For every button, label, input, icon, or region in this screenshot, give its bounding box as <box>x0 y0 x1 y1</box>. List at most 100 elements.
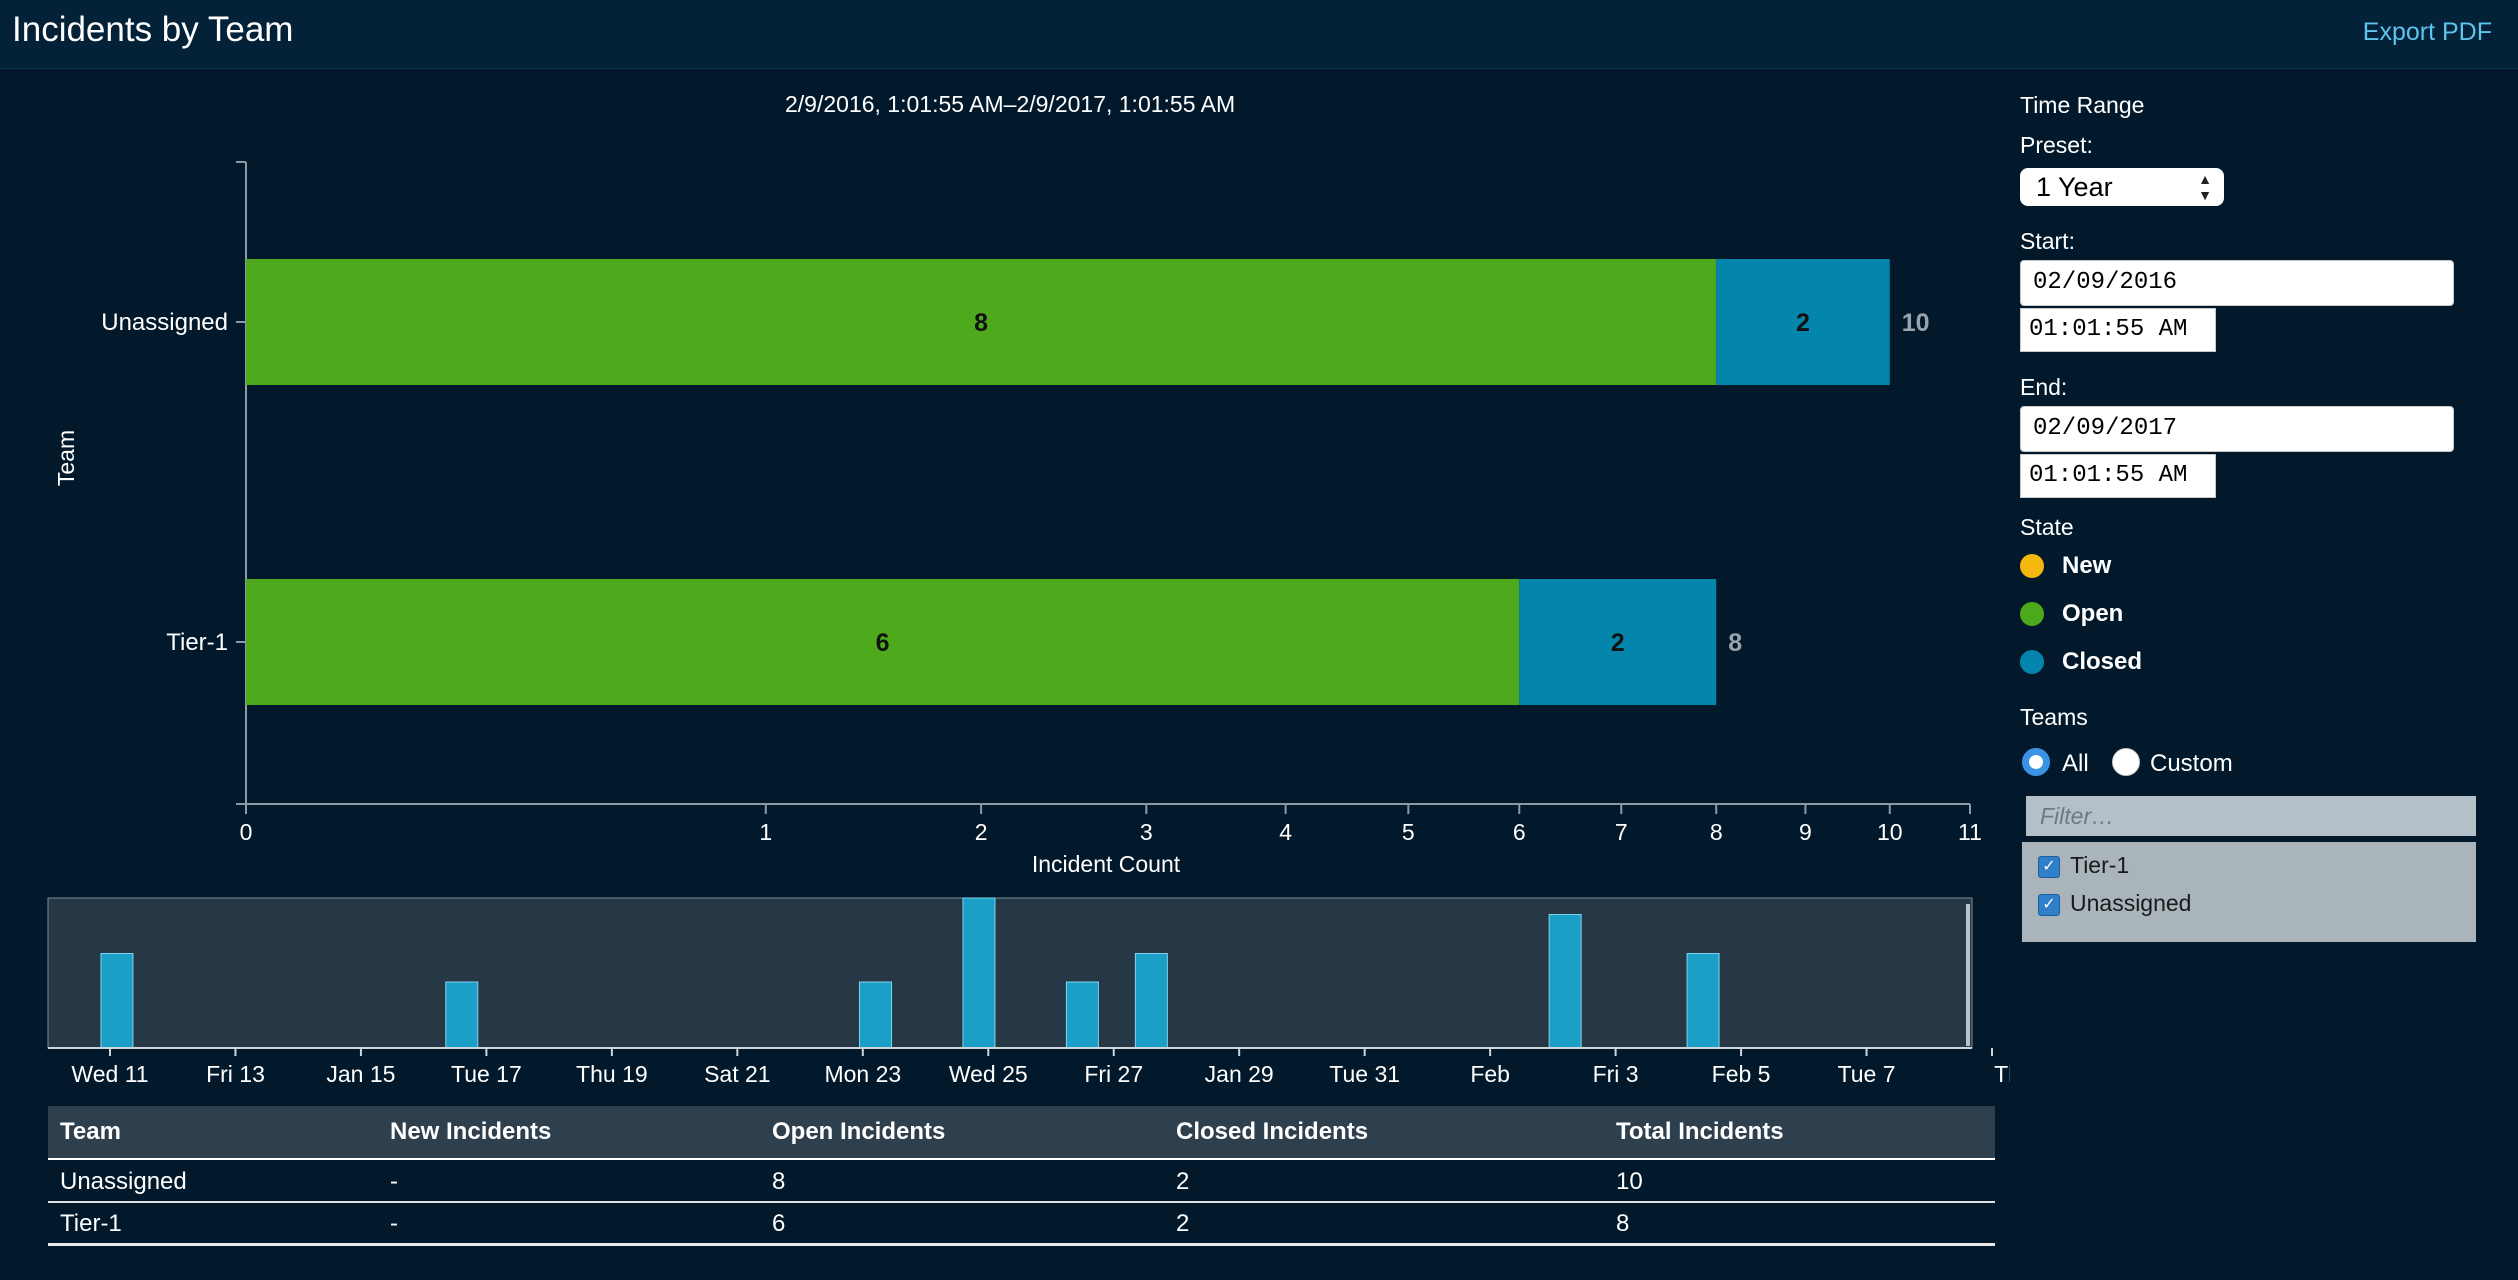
timeline-bar <box>1548 914 1582 1049</box>
bar-segment-open <box>246 259 1717 385</box>
timeline-brush-chart[interactable]: Wed 11 Fri 13 Jan 15 Tue 17 Thu 19 Sat 21 Mon … <box>0 890 2010 1100</box>
x-tick-label: 0 <box>240 819 253 845</box>
app-header: Incidents by Team Export PDF <box>0 0 2518 69</box>
cell-closed: 2 <box>1176 1210 1190 1237</box>
timeline-bar <box>962 897 996 1049</box>
bar-segment-open <box>246 579 1520 705</box>
teams-all-radio[interactable] <box>2022 748 2050 776</box>
end-time-input[interactable]: 01:01:55 AM <box>2020 454 2216 498</box>
timeline-bar <box>1134 953 1168 1049</box>
column-header-closed[interactable]: Closed Incidents <box>1176 1118 1369 1145</box>
timeline-bar <box>445 981 479 1049</box>
end-label: End: <box>2020 374 2068 400</box>
teams-heading: Teams <box>2020 704 2088 730</box>
bar-total-label: 8 <box>1728 629 1742 657</box>
bar-value-label: 8 <box>974 309 988 337</box>
incidents-bar-chart: 0 1 2 3 4 5 6 7 8 9 10 11 Incident Count Team Unassign… <box>53 161 1982 877</box>
state-heading: State <box>2020 514 2074 540</box>
x-axis-title: Incident Count <box>1032 851 1181 877</box>
new-state-dot-icon <box>2020 554 2044 578</box>
timeline-tick-label: Wed 11 <box>71 1061 148 1087</box>
table-row: Unassigned - 8 2 10 <box>48 1160 1995 1203</box>
x-tick-label: 2 <box>975 819 988 845</box>
bar-total-label: 10 <box>1902 309 1930 337</box>
timeline-background <box>47 897 1973 1049</box>
closed-state-dot-icon <box>2020 650 2044 674</box>
x-tick-label: 5 <box>1402 819 1415 845</box>
x-tick-label: 7 <box>1615 819 1628 845</box>
cell-open: 6 <box>772 1210 786 1237</box>
brush-handle <box>1966 904 1970 1046</box>
time-range-label: 2/9/2016, 1:01:55 AM–2/9/2017, 1:01:55 A… <box>785 91 1236 117</box>
x-tick-label: 9 <box>1799 819 1812 845</box>
column-header-open[interactable]: Open Incidents <box>772 1118 946 1145</box>
page-title: Incidents by Team <box>12 10 294 49</box>
x-tick-label: 8 <box>1710 819 1723 845</box>
timeline-tick-label: Thu 19 <box>576 1061 648 1087</box>
timeline-tick-label: Fri 13 <box>206 1061 265 1087</box>
cell-open: 8 <box>772 1168 786 1195</box>
timeline-bar <box>1065 981 1099 1049</box>
column-header-total[interactable]: Total Incidents <box>1616 1118 1784 1145</box>
x-tick-label: 10 <box>1877 819 1903 845</box>
bar-value-label: 6 <box>876 629 890 657</box>
timeline-bar <box>100 953 134 1049</box>
preset-select[interactable]: 1 Year ▲ ▼ <box>2020 168 2224 206</box>
preset-value: 1 Year <box>2036 172 2113 202</box>
preset-label: Preset: <box>2020 132 2093 158</box>
timeline-tick-label: Jan 29 <box>1205 1061 1274 1087</box>
teams-custom-radio[interactable] <box>2112 748 2140 776</box>
timeline-tick-label: Sat 21 <box>704 1061 771 1087</box>
timeline-tick-label: Tue 31 <box>1329 1061 1400 1087</box>
x-tick-label: 6 <box>1513 819 1526 845</box>
teams-all-label: All <box>2062 750 2089 777</box>
x-tick-label: 3 <box>1140 819 1153 845</box>
x-tick-label: 4 <box>1279 819 1292 845</box>
cell-total: 10 <box>1616 1168 1643 1195</box>
bar-segment-closed <box>1716 259 1890 385</box>
timeline-tick-label: Fri 3 <box>1593 1061 1639 1087</box>
bar-value-label: 2 <box>1796 309 1810 337</box>
y-tick-label: Unassigned <box>101 309 228 336</box>
cell-team: Tier-1 <box>60 1210 122 1237</box>
cell-new: - <box>390 1168 398 1195</box>
state-label-new: New <box>2062 552 2112 579</box>
bar-value-label: 2 <box>1611 629 1625 657</box>
open-state-dot-icon <box>2020 602 2044 626</box>
cell-closed: 2 <box>1176 1168 1190 1195</box>
timeline-tick-label: Mon 23 <box>824 1061 901 1087</box>
bar-segment-closed <box>1519 579 1717 705</box>
timeline-tick-label: Wed 25 <box>949 1061 1028 1087</box>
state-label-open: Open <box>2062 600 2124 627</box>
team-filter-input[interactable]: Filter… <box>2026 796 2476 836</box>
table-header: Team New Incidents Open Incidents Closed… <box>48 1106 1995 1160</box>
team-option-label: Tier-1 <box>2070 852 2130 878</box>
team-list: ✓ Tier-1 ✓ Unassigned <box>2022 842 2476 942</box>
timeline-tick-label: Fri 27 <box>1084 1061 1143 1087</box>
timeline-tick-label: Feb <box>1470 1061 1510 1087</box>
timeline-tick-label: Jan 15 <box>326 1061 395 1087</box>
timeline-bar <box>859 981 893 1049</box>
start-date-input[interactable]: 02/09/2016 <box>2020 260 2454 306</box>
state-label-closed: Closed <box>2062 648 2143 675</box>
x-tick-label: 1 <box>759 819 772 845</box>
timeline-bar <box>1686 953 1720 1049</box>
start-label: Start: <box>2020 228 2075 254</box>
timeline-tick-label: Tue 17 <box>451 1061 522 1087</box>
y-axis-title: Team <box>53 430 79 486</box>
updown-arrows-icon: ▲ ▼ <box>2198 171 2212 203</box>
timeline-tick-label: Tue 7 <box>1838 1061 1896 1087</box>
end-date-input[interactable]: 02/09/2017 <box>2020 406 2454 452</box>
y-tick-label: Tier-1 <box>166 629 228 656</box>
export-pdf-link[interactable]: Export PDF <box>2362 18 2492 46</box>
column-header-new[interactable]: New Incidents <box>390 1118 552 1145</box>
start-time-input[interactable]: 01:01:55 AM <box>2020 308 2216 352</box>
cell-new: - <box>390 1210 398 1237</box>
check-icon[interactable]: ✓ <box>2038 894 2060 916</box>
team-option-label: Unassigned <box>2070 890 2192 916</box>
check-icon[interactable]: ✓ <box>2038 856 2060 878</box>
time-range-heading: Time Range <box>2020 92 2145 118</box>
teams-custom-label: Custom <box>2150 750 2233 777</box>
timeline-tick-label: Feb 5 <box>1712 1061 1771 1087</box>
column-header-team[interactable]: Team <box>60 1118 121 1145</box>
